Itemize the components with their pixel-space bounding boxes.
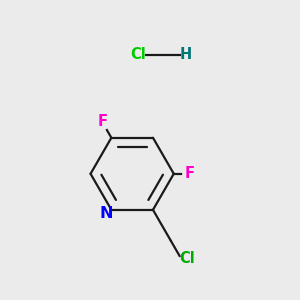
Text: N: N <box>99 206 113 221</box>
Text: F: F <box>97 114 107 129</box>
Text: Cl: Cl <box>179 251 195 266</box>
Text: H: H <box>179 47 192 62</box>
Text: Cl: Cl <box>130 47 146 62</box>
Text: F: F <box>184 166 194 181</box>
